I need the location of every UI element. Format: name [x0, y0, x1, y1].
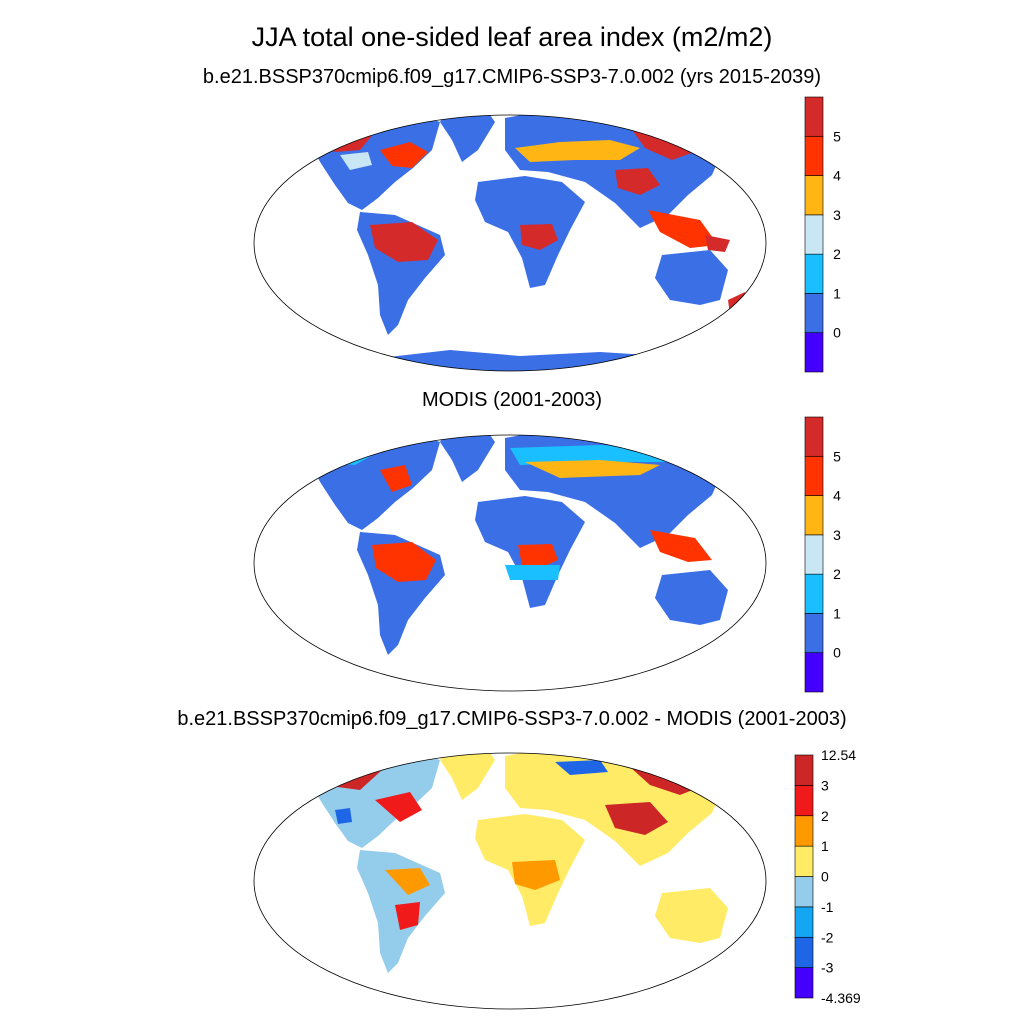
amazon-high-lai	[372, 542, 436, 582]
colorbar-swatch	[804, 495, 824, 536]
colorbar-label: 3	[821, 777, 829, 793]
colorbar-swatch	[804, 534, 824, 575]
colorbar-label: 5	[833, 448, 841, 464]
greenland-region	[440, 753, 495, 800]
greenland-region	[440, 435, 495, 482]
panel-1-title: b.e21.BSSP370cmip6.f09_g17.CMIP6-SSP3-7.…	[202, 66, 822, 88]
australia-region	[655, 250, 728, 305]
colorbar-swatch	[804, 135, 824, 176]
colorbar-label: 1	[833, 285, 841, 301]
colorbar-label: 0	[821, 869, 829, 885]
colorbar-label: -1	[821, 899, 834, 915]
panel-2-colorbar: 5 4 3 2 1 0	[804, 416, 841, 693]
colorbar-label: 5	[833, 128, 841, 144]
colorbar-swatch	[794, 936, 814, 968]
colorbar-label: 12.54	[821, 747, 856, 763]
colorbar-swatch	[794, 967, 814, 999]
colorbar-label: -4.369	[821, 990, 861, 1006]
greenland-region	[440, 115, 495, 162]
colorbar-swatch	[804, 652, 824, 693]
australia-region	[655, 888, 728, 943]
colorbar-swatch	[804, 455, 824, 496]
colorbar-swatch	[804, 613, 824, 654]
colorbar-label: -2	[821, 929, 834, 945]
colorbar-swatch	[794, 906, 814, 938]
colorbar-swatch	[794, 815, 814, 847]
amazon-high-lai	[370, 222, 438, 262]
north-america-region	[305, 115, 440, 210]
colorbar-swatch	[794, 876, 814, 908]
colorbar-label: 0	[833, 325, 841, 341]
colorbar-label: 2	[821, 808, 829, 824]
figure-title: JJA total one-sided leaf area index (m2/…	[251, 22, 773, 52]
colorbar-swatch	[804, 416, 824, 457]
panel-3-map-outline	[253, 752, 767, 1010]
panel-2-map: 5 4 3 2 1 0	[253, 416, 841, 693]
congo-high-lai	[520, 224, 558, 250]
colorbar-label: -3	[821, 960, 834, 976]
north-america-region	[305, 753, 440, 848]
colorbar-label: 4	[833, 168, 841, 184]
panel-2-title: MODIS (2001-2003)	[421, 389, 603, 411]
colorbar-swatch	[804, 253, 824, 294]
australia-region	[655, 570, 728, 625]
colorbar-swatch	[804, 293, 824, 334]
antarctica-region	[280, 350, 760, 371]
colorbar-swatch	[804, 214, 824, 255]
colorbar-label: 3	[833, 527, 841, 543]
congo-high-lai	[518, 544, 558, 568]
panel-3-title: b.e21.BSSP370cmip6.f09_g17.CMIP6-SSP3-7.…	[177, 708, 847, 730]
colorbar-swatch	[794, 845, 814, 877]
panel-3-map: 12.54 3 2 1 0 -1 -2 -3 -4.369	[253, 747, 861, 1010]
colorbar-label: 3	[833, 207, 841, 223]
colorbar-swatch	[804, 175, 824, 216]
panel-1-map-outline	[253, 114, 767, 372]
colorbar-label: 1	[821, 838, 829, 854]
north-america-region	[305, 435, 440, 530]
panel-2-map-outline	[253, 434, 767, 692]
colorbar-swatch	[804, 96, 824, 137]
colorbar-label: 2	[833, 246, 841, 262]
colorbar-label: 1	[833, 605, 841, 621]
colorbar-swatch	[794, 785, 814, 817]
panel-1-map: 5 4 3 2 1 0	[253, 96, 841, 373]
panel-3-colorbar: 12.54 3 2 1 0 -1 -2 -3 -4.369	[794, 747, 861, 1006]
colorbar-label: 0	[833, 645, 841, 661]
colorbar-swatch	[794, 754, 814, 786]
panel-1-colorbar: 5 4 3 2 1 0	[804, 96, 841, 373]
colorbar-swatch	[804, 573, 824, 614]
colorbar-label: 2	[833, 566, 841, 582]
colorbar-swatch	[804, 332, 824, 373]
colorbar-label: 4	[833, 488, 841, 504]
